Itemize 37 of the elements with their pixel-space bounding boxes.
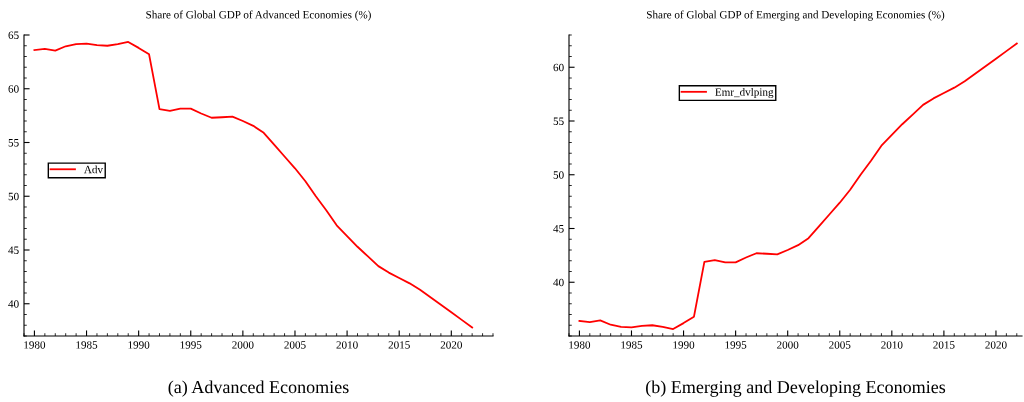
x-tick-label: 2005 [829,341,851,349]
y-tick-label: 40 [8,300,19,308]
x-tick-label: 1985 [76,341,98,349]
line-series [578,42,1018,330]
y-tick-label: 40 [553,278,564,287]
x-tick-label: 2020 [985,341,1007,349]
y-tick-label: 55 [553,117,564,125]
x-tick-label: 2015 [933,341,955,349]
y-tick-label: 45 [553,225,564,233]
y-tick-label: 45 [8,246,19,254]
x-tick-label: 2000 [232,341,254,349]
legend-label: Emr_dvlping [715,88,774,99]
y-tick-label: 60 [553,63,564,72]
x-tick-label: 1995 [180,341,202,349]
y-tick-label: 65 [8,31,19,39]
x-tick-label: 1995 [725,341,747,349]
chart-title: Share of Global GDP of Advanced Economies (%) [146,10,371,21]
y-tick-label: 60 [8,85,19,93]
x-tick-label: 2015 [388,341,410,349]
x-tick-label: 1990 [673,341,695,349]
x-tick-label: 1980 [24,341,46,349]
text: (b) Emerging and Developing Economies [646,380,946,397]
x-tick-label: 1990 [128,341,150,349]
legend-label: Adv [83,165,104,174]
x-tick-label: 2020 [440,341,462,349]
text: (a) Advanced Economies [168,380,349,397]
x-tick-label: 1985 [621,341,643,349]
x-tick-label: 2005 [284,341,306,349]
x-tick-label: 2010 [336,341,358,349]
y-tick-label: 55 [8,139,19,147]
y-tick-label: 50 [8,192,19,201]
x-tick-label: 2000 [777,341,799,349]
y-tick-label: 50 [553,171,564,179]
chart-title: Share of Global GDP of Emerging and Developing Economies (%) [647,10,945,21]
line-series [33,41,474,329]
x-tick-label: 2010 [881,341,903,349]
x-tick-label: 1980 [569,341,591,349]
